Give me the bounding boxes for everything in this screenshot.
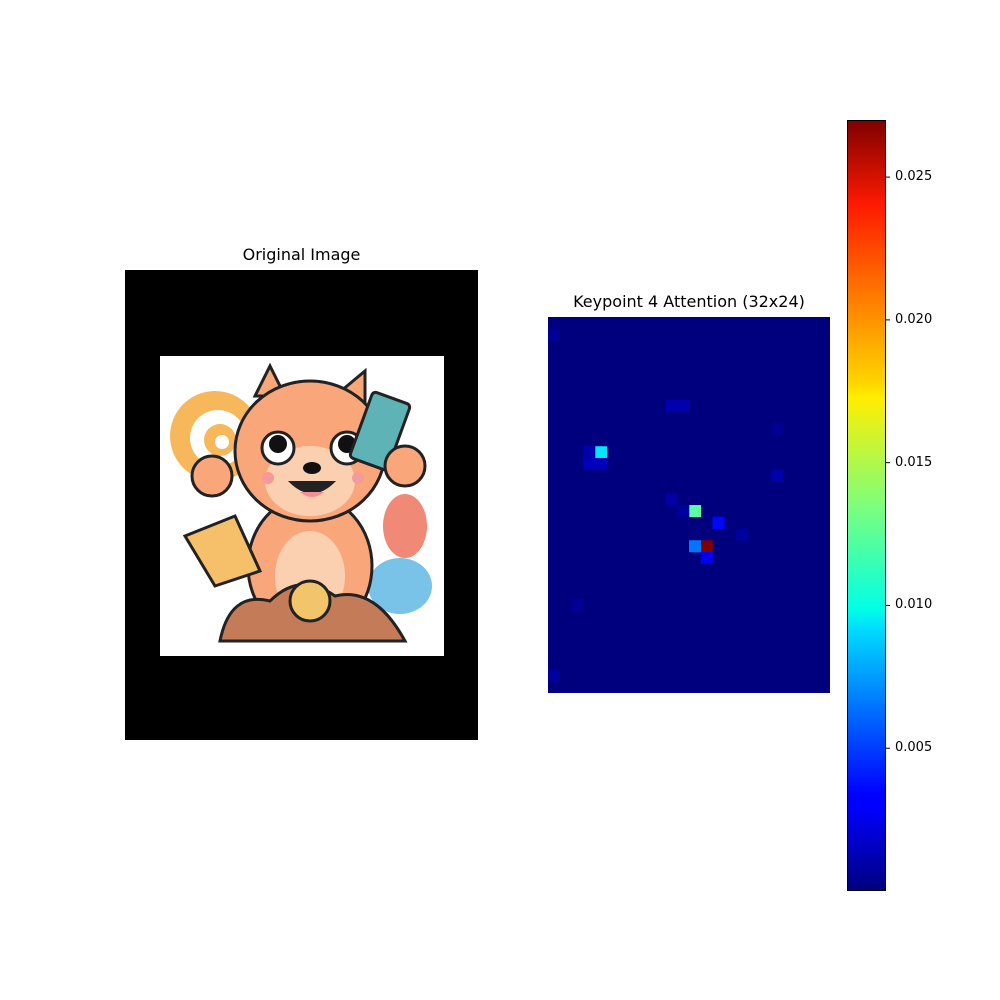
heatmap-cell xyxy=(771,469,784,482)
heatmap-cell xyxy=(771,422,784,435)
heatmap-cell xyxy=(595,458,608,471)
heatmap-cell xyxy=(571,599,584,612)
colorbar-tick-label: 0.005 xyxy=(895,740,933,756)
heatmap-cell xyxy=(736,528,749,541)
colorbar-tick-label: 0.020 xyxy=(895,311,933,327)
heatmap-cell xyxy=(700,552,713,565)
heatmap-cell xyxy=(583,446,596,459)
heatmap-cell xyxy=(677,505,690,518)
attention-heatmap xyxy=(548,317,830,693)
heatmap-cell xyxy=(595,446,608,459)
colorbar xyxy=(847,120,890,891)
heatmap-cell xyxy=(583,458,596,471)
original-image xyxy=(125,270,478,740)
heatmap-cell xyxy=(665,399,678,412)
colorbar-tick-label: 0.010 xyxy=(895,597,933,613)
heatmap-cell xyxy=(665,493,678,506)
heatmap-title: Keypoint 4 Attention (32x24) xyxy=(573,292,805,311)
heatmap-cell xyxy=(548,669,561,682)
heatmap-grid xyxy=(548,317,830,693)
original-image-title: Original Image xyxy=(242,245,361,264)
colorbar-tick-label: 0.015 xyxy=(895,454,933,470)
heatmap-cell xyxy=(689,540,702,553)
colorbar-gradient xyxy=(847,120,886,891)
heatmap-cell xyxy=(677,399,690,412)
heatmap-cell xyxy=(689,505,702,518)
colorbar-tick-label: 0.025 xyxy=(895,169,933,185)
heatmap-cell xyxy=(712,516,725,529)
cartoon-illustration xyxy=(160,356,444,656)
heatmap-cell xyxy=(700,540,713,553)
heatmap-cell xyxy=(548,328,561,341)
